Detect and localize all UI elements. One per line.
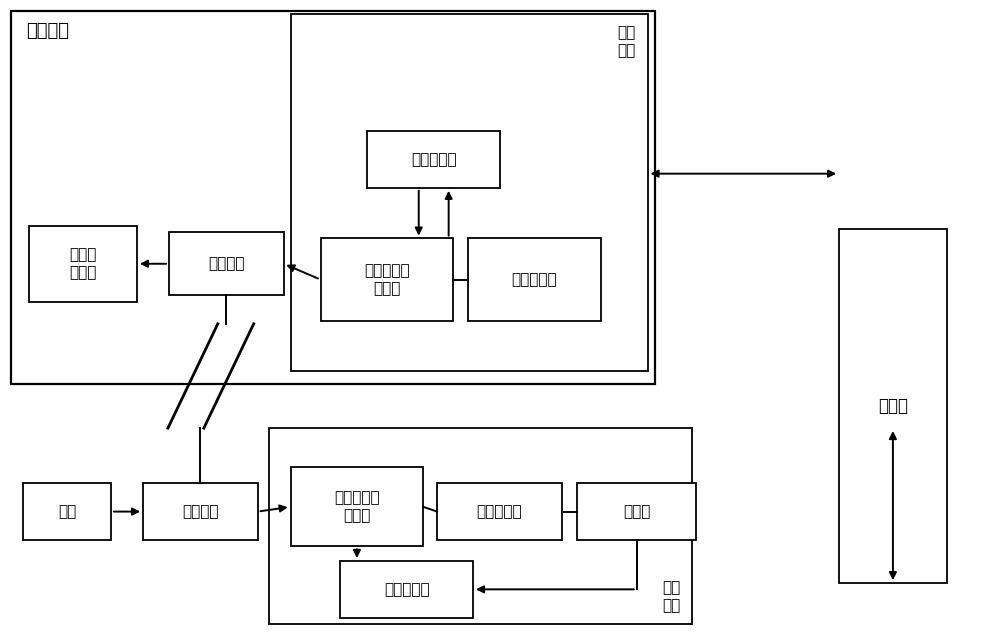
Text: 副边线圈: 副边线圈 (208, 257, 245, 271)
Text: 测距传感器: 测距传感器 (512, 272, 557, 287)
FancyBboxPatch shape (143, 483, 258, 540)
FancyBboxPatch shape (11, 11, 655, 384)
Text: 电动汽
车电池: 电动汽 车电池 (69, 247, 97, 281)
Text: 定位感应板: 定位感应板 (477, 504, 522, 519)
FancyBboxPatch shape (291, 14, 648, 371)
Text: 第一运动驱
动装置: 第一运动驱 动装置 (334, 490, 380, 524)
Text: 感应器: 感应器 (623, 504, 650, 519)
Text: 车端
模块: 车端 模块 (617, 25, 636, 58)
FancyBboxPatch shape (23, 483, 111, 540)
FancyBboxPatch shape (468, 239, 601, 321)
FancyBboxPatch shape (29, 226, 137, 302)
FancyBboxPatch shape (291, 467, 423, 546)
Text: 地端
模块: 地端 模块 (662, 580, 680, 613)
Text: 电源: 电源 (58, 504, 76, 519)
FancyBboxPatch shape (320, 239, 453, 321)
Text: 上位机: 上位机 (878, 397, 908, 415)
Text: 第二运动驱
动装置: 第二运动驱 动装置 (364, 263, 410, 297)
Text: 电动汽车: 电动汽车 (26, 22, 69, 40)
Text: 原边线圈: 原边线圈 (182, 504, 219, 519)
FancyBboxPatch shape (577, 483, 696, 540)
Text: 第一控制器: 第一控制器 (384, 582, 430, 597)
FancyBboxPatch shape (839, 229, 947, 583)
FancyBboxPatch shape (169, 232, 284, 295)
FancyBboxPatch shape (437, 483, 562, 540)
FancyBboxPatch shape (269, 428, 692, 624)
FancyBboxPatch shape (367, 131, 500, 188)
Text: 第二控制器: 第二控制器 (411, 152, 456, 167)
FancyBboxPatch shape (340, 561, 473, 618)
